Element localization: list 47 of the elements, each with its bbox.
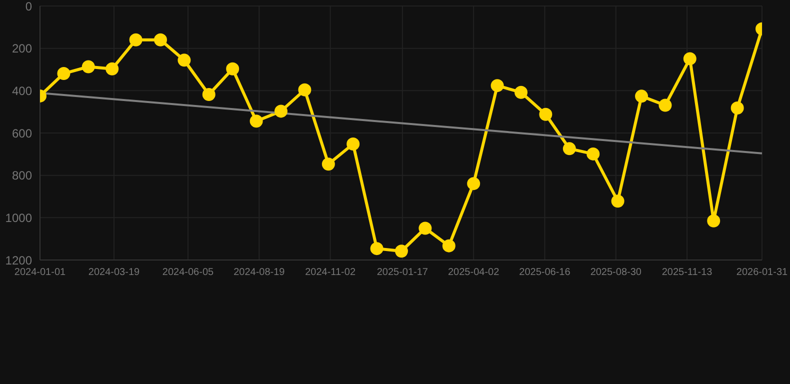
- point: [370, 242, 384, 256]
- point: [730, 102, 744, 115]
- y-tick-label: 600: [12, 126, 32, 140]
- point: [418, 222, 432, 235]
- point: [346, 138, 360, 151]
- y-tick-label: 0: [25, 0, 32, 14]
- x-tick-label: 2024-08-19: [234, 267, 286, 278]
- point: [322, 158, 335, 171]
- y-tick-label: 400: [12, 84, 32, 98]
- point: [514, 86, 528, 99]
- x-tick-label: 2026-01-31: [736, 267, 788, 278]
- point: [274, 104, 288, 118]
- x-tick-label: 2024-11-02: [305, 267, 356, 278]
- point: [202, 88, 216, 101]
- x-tick-label: 2025-06-16: [519, 267, 571, 278]
- x-tick-label: 2025-11-13: [662, 267, 713, 278]
- point: [562, 142, 576, 156]
- point: [394, 244, 408, 258]
- point: [442, 239, 456, 252]
- y-tick-label: 1000: [5, 210, 32, 225]
- point: [106, 62, 119, 76]
- point: [586, 147, 600, 160]
- point: [154, 33, 167, 46]
- y-tick-label: 1200: [5, 253, 32, 268]
- point: [635, 90, 648, 103]
- point: [250, 114, 263, 128]
- point: [611, 194, 624, 208]
- point: [129, 33, 142, 46]
- point: [178, 54, 191, 67]
- point: [683, 52, 696, 66]
- point: [539, 108, 552, 121]
- x-tick-label: 2025-01-17: [376, 267, 428, 278]
- point: [707, 214, 720, 228]
- point: [82, 60, 95, 74]
- point: [658, 98, 672, 112]
- x-tick-label: 2025-08-30: [590, 267, 642, 278]
- x-tick-label: 2024-01-01: [14, 267, 66, 278]
- x-tick-label: 2025-04-02: [448, 267, 500, 278]
- point: [57, 67, 70, 80]
- point: [298, 83, 312, 96]
- y-tick-label: 800: [12, 168, 32, 183]
- y-tick-label: 200: [12, 42, 32, 56]
- point: [467, 177, 480, 190]
- point: [226, 62, 240, 76]
- point: [490, 79, 504, 92]
- x-tick-label: 2024-06-05: [162, 267, 214, 278]
- x-tick-label: 2024-03-19: [88, 267, 140, 278]
